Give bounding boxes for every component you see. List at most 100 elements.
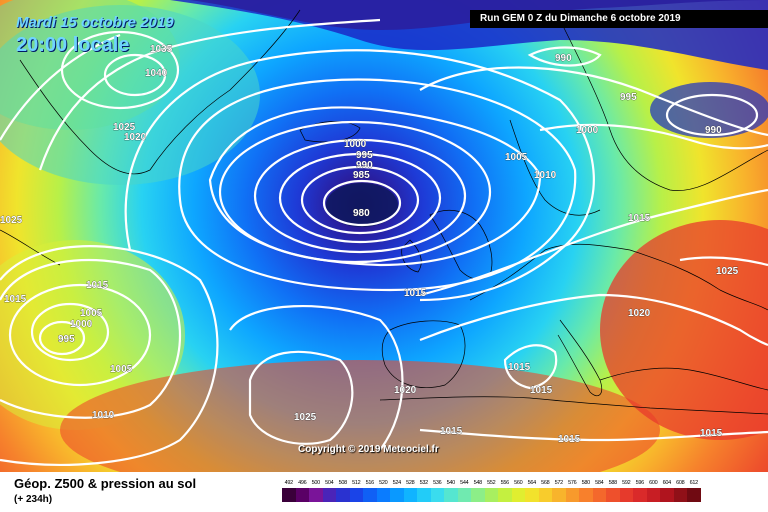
- color-scale-step: 564: [525, 478, 539, 506]
- color-scale-swatch: [525, 488, 539, 502]
- forecast-time-label: 20:00 locale: [16, 34, 130, 56]
- color-scale-label: 516: [365, 480, 375, 486]
- color-scale-label: 500: [311, 480, 321, 486]
- color-scale-step: 584: [592, 478, 606, 506]
- isobar-label: 980: [353, 208, 370, 219]
- isobar-990-north: [527, 46, 602, 67]
- isobar-label: 995: [620, 92, 637, 103]
- isobar-label: 985: [353, 170, 370, 181]
- isobar-1015-east: [419, 188, 768, 297]
- color-scale-label: 596: [635, 480, 645, 486]
- labrador-coast: [0, 229, 61, 266]
- color-scale-label: 568: [541, 480, 550, 486]
- isobar-980: [322, 179, 402, 227]
- isobar-1035: [60, 30, 180, 110]
- isobar-label: 1015: [440, 426, 463, 437]
- isobar-995-north: [419, 66, 768, 137]
- color-scale-label: 608: [676, 480, 685, 486]
- color-scale-label: 592: [622, 480, 631, 486]
- isobar-1020-europe: [419, 293, 768, 347]
- color-scale-swatch: [295, 488, 309, 502]
- isobars: [0, 18, 768, 466]
- color-scale-swatch: [633, 488, 647, 502]
- isobar-labels: 1040 1025 1020 1035 1025 1015 1015 1005 …: [0, 44, 739, 446]
- isobar-label: 1000: [344, 139, 367, 150]
- color-scale-step: 576: [565, 478, 579, 506]
- color-scale-step: 544: [457, 478, 471, 506]
- isobar-label: 1015: [530, 385, 553, 396]
- copyright-notice: Copyright © 2019 Meteociel.fr: [298, 444, 439, 455]
- color-scale-swatch: [579, 488, 593, 502]
- weather-map: 1040 1025 1020 1035 1025 1015 1015 1005 …: [0, 0, 768, 472]
- color-scale-swatch: [592, 488, 606, 502]
- color-scale-swatch: [660, 488, 674, 502]
- color-scale-label: 604: [662, 480, 672, 486]
- isobar-995: [253, 138, 467, 254]
- color-scale-label: 588: [608, 480, 618, 486]
- forecast-date-label: Mardi 15 octobre 2019: [16, 14, 174, 31]
- color-scale-step: 560: [511, 478, 525, 506]
- color-scale-label: 564: [527, 480, 537, 486]
- isobar-990: [278, 152, 442, 244]
- europe-mainland-coast: [469, 243, 768, 311]
- color-scale-label: 496: [298, 480, 307, 486]
- isobar-label: 1000: [576, 125, 599, 136]
- isobar-985: [300, 165, 420, 235]
- color-scale-step: 548: [471, 478, 485, 506]
- color-scale-label: 580: [581, 480, 591, 486]
- color-scale-label: 524: [392, 480, 402, 486]
- color-scale-swatch: [363, 488, 377, 502]
- color-scale-swatch: [552, 488, 566, 502]
- iberia-coast: [381, 320, 466, 388]
- color-scale-swatch: [376, 488, 390, 502]
- color-scale-swatch: [349, 488, 363, 502]
- color-scale-step: 496: [295, 478, 309, 506]
- color-scale-swatch: [309, 488, 323, 502]
- isobar-1015-sw: [0, 245, 219, 466]
- isobar-1040: [103, 53, 167, 97]
- isobar-label: 1015: [628, 213, 651, 224]
- color-scale-swatch: [538, 488, 552, 502]
- isobar-1025: [0, 33, 121, 141]
- color-scale-step: 580: [579, 478, 593, 506]
- color-scale-step: 536: [430, 478, 444, 506]
- color-scale-swatch: [390, 488, 404, 502]
- north-africa-coast: [379, 396, 768, 415]
- color-scale-swatch: [484, 488, 498, 502]
- isobar-1020-azores: [229, 304, 404, 451]
- isobar-label: 1015: [508, 362, 531, 373]
- color-scale-label: 576: [568, 480, 577, 486]
- color-scale-label: 520: [379, 480, 388, 486]
- isobar-1000-sw: [30, 302, 110, 362]
- color-scale-label: 584: [595, 480, 604, 486]
- color-scale-swatch: [457, 488, 471, 502]
- color-scale-legend: 492 496 500 504 508 512 516 520 524 528 532 536 540 5…: [282, 478, 701, 506]
- color-scale-step: 572: [552, 478, 566, 506]
- isobar-995-sw: [38, 320, 86, 356]
- isobar-label: 1025: [716, 266, 739, 277]
- isobar-label: 1020: [124, 132, 147, 143]
- color-scale-swatch: [498, 488, 512, 502]
- isobar-label: 990: [705, 125, 722, 136]
- product-title: Géop. Z500 & pression au sol: [14, 476, 197, 491]
- greenland-coast: [19, 9, 301, 175]
- color-scale-label: 504: [325, 480, 334, 486]
- color-scale-swatch: [282, 488, 296, 502]
- color-scale-swatch: [430, 488, 444, 502]
- color-scale-step: 540: [444, 478, 458, 506]
- isobar-label: 1035: [150, 44, 173, 55]
- isobar-label: 990: [356, 160, 373, 171]
- color-scale-step: 532: [417, 478, 431, 506]
- color-scale-swatch: [417, 488, 431, 502]
- color-scale-step: 508: [336, 478, 350, 506]
- color-scale-label: 532: [419, 480, 429, 486]
- color-scale-step: 516: [363, 478, 377, 506]
- isobar-label: 995: [58, 334, 75, 345]
- isobar-1005: [208, 106, 542, 267]
- isobar-label: 1005: [505, 152, 528, 163]
- color-scale-label: 544: [460, 480, 469, 486]
- atlantic-cutoff-low: [0, 240, 185, 430]
- isobar-990-scand: [665, 93, 759, 137]
- color-scale-label: 536: [433, 480, 442, 486]
